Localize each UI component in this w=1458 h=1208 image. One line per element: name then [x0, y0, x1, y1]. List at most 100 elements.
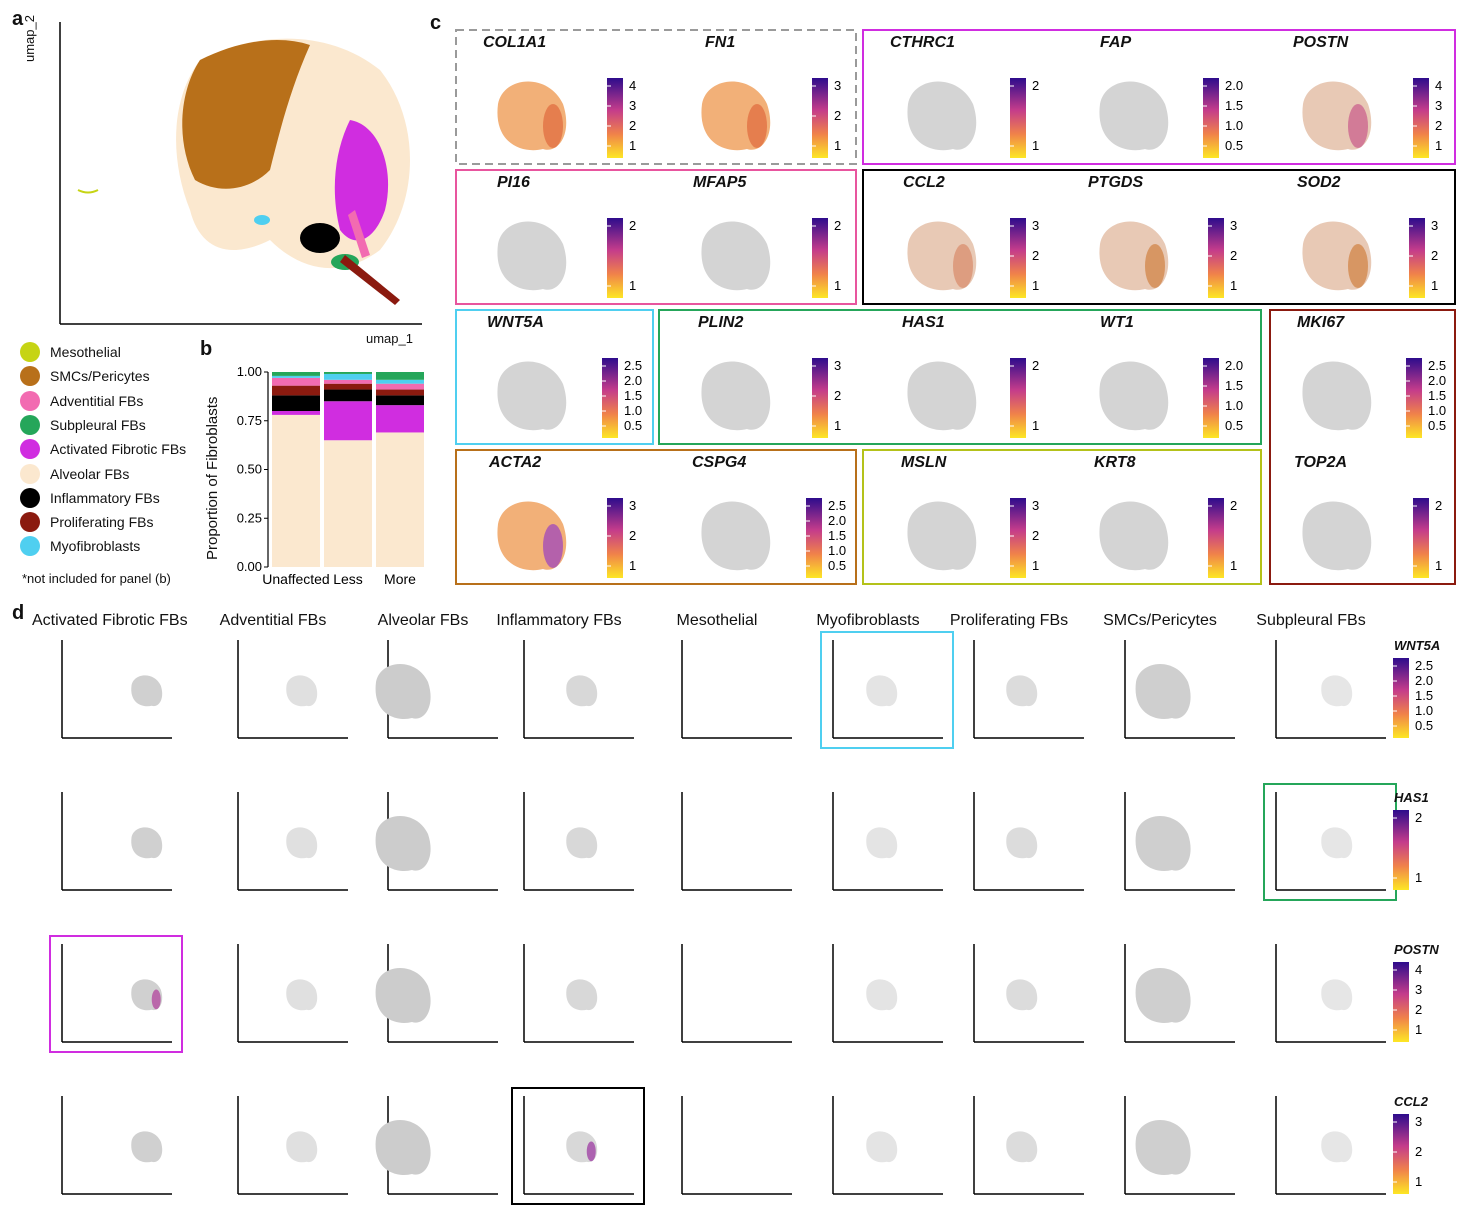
- gene-label: WNT5A: [487, 314, 544, 331]
- legend-label: Inflammatory FBs: [50, 489, 160, 506]
- colorbar-tick-label: 3: [629, 498, 636, 513]
- umap-cells: [1302, 361, 1372, 431]
- colorbar-tick-label: 0.5: [1428, 418, 1446, 433]
- umap-expression-hotspot: [953, 244, 973, 288]
- colorbar: [1203, 78, 1219, 158]
- gene-label: CTHRC1: [890, 34, 955, 51]
- colorbar-tick-label: 2: [1435, 118, 1442, 133]
- legend-item: Mesothelial: [20, 341, 121, 363]
- colorbar-tick-label: 0.5: [828, 558, 846, 573]
- column-title: Myofibroblasts: [816, 612, 920, 629]
- column-title: Mesothelial: [676, 612, 758, 629]
- colorbar-tick-label: 1: [629, 278, 636, 293]
- row-gene-label: CCL2: [1394, 1094, 1428, 1109]
- gene-label: WT1: [1100, 314, 1134, 331]
- bar-segment: [376, 389, 424, 396]
- colorbar-tick-label: 2.5: [1415, 658, 1433, 673]
- colorbar: [1413, 498, 1429, 578]
- colorbar-tick-label: 2.5: [1428, 358, 1446, 373]
- colorbar: [607, 78, 623, 158]
- legend-item: Myofibroblasts: [20, 535, 140, 557]
- umap-cells: [1302, 501, 1372, 571]
- umap-x-label: umap_1: [366, 331, 413, 346]
- colorbar-tick-label: 2: [1435, 498, 1442, 513]
- umap-cells: [1135, 815, 1191, 871]
- gene-label: FN1: [705, 34, 736, 51]
- bar-segment: [272, 395, 320, 411]
- colorbar-tick-label: 1.0: [1415, 703, 1433, 718]
- colorbar: [806, 498, 822, 578]
- umap-expression-hotspot: [543, 104, 563, 148]
- umap-cells: [131, 827, 163, 859]
- bar-segment: [272, 375, 320, 378]
- colorbar: [1393, 810, 1409, 890]
- umap-expression-hotspot: [543, 524, 563, 568]
- legend-item: Inflammatory FBs: [20, 487, 160, 509]
- colorbar-tick-label: 1.0: [1428, 403, 1446, 418]
- colorbar-tick-label: 2: [834, 108, 841, 123]
- colorbar-tick-label: 2: [834, 218, 841, 233]
- colorbar: [1010, 218, 1026, 298]
- umap-cells: [1135, 1119, 1191, 1175]
- umap-cells: [1099, 501, 1169, 571]
- colorbar-tick-label: 1: [1032, 278, 1039, 293]
- panel-label-d: d: [12, 602, 25, 624]
- colorbar-tick-label: 4: [1435, 78, 1442, 93]
- colorbar-tick-label: 2: [629, 118, 636, 133]
- colorbar-tick-label: 3: [834, 78, 841, 93]
- umap-cells: [286, 979, 318, 1011]
- colorbar-tick-label: 1.0: [1225, 398, 1243, 413]
- panel-label-c: c: [430, 12, 442, 34]
- legend-note: *not included for panel (b): [22, 571, 171, 586]
- colorbar-tick-label: 2.0: [1415, 673, 1433, 688]
- bar-y-tick-label: 1.00: [237, 364, 262, 379]
- colorbar-tick-label: 1: [629, 138, 636, 153]
- bar-y-tick-label: 0.50: [237, 462, 262, 477]
- colorbar-tick-label: 2: [629, 528, 636, 543]
- bar-segment: [272, 372, 320, 376]
- colorbar-tick-label: 2.0: [1428, 373, 1446, 388]
- row-gene-label: HAS1: [1394, 790, 1429, 805]
- gene-label: ACTA2: [489, 454, 542, 471]
- legend-swatch: [20, 342, 40, 362]
- colorbar-tick-label: 4: [1415, 962, 1422, 977]
- umap-cells: [131, 1131, 163, 1163]
- bar-segment: [272, 385, 320, 396]
- bar-segment: [324, 372, 372, 374]
- column-title: Subpleural FBs: [1256, 612, 1366, 629]
- colorbar-tick-label: 1: [1431, 278, 1438, 293]
- colorbar-tick-label: 1: [1032, 558, 1039, 573]
- umap-cells: [701, 501, 771, 571]
- colorbar: [812, 78, 828, 158]
- legend-label: Myofibroblasts: [50, 538, 141, 555]
- row-gene-label: POSTN: [1394, 942, 1439, 957]
- colorbar-tick-label: 1.0: [1225, 118, 1243, 133]
- colorbar: [812, 218, 828, 298]
- legend-item: Proliferating FBs: [20, 511, 153, 533]
- bar-segment: [324, 373, 372, 380]
- column-title: Inflammatory FBs: [496, 612, 622, 629]
- gene-label: POSTN: [1293, 34, 1349, 51]
- bar-segment: [272, 414, 320, 567]
- colorbar-tick-label: 1: [1435, 138, 1442, 153]
- colorbar-tick-label: 3: [1032, 498, 1039, 513]
- colorbar: [1409, 218, 1425, 298]
- colorbar-tick-label: 2.5: [624, 358, 642, 373]
- colorbar-tick-label: 2: [1032, 78, 1039, 93]
- panel-label-a: a: [12, 8, 24, 30]
- legend-swatch: [20, 414, 40, 435]
- umap-expression-hotspot: [1348, 244, 1368, 288]
- gene-group-box: [1269, 309, 1456, 585]
- bar-y-tick-label: 0.75: [237, 413, 262, 428]
- umap-cells: [907, 81, 977, 151]
- colorbar: [607, 218, 623, 298]
- colorbar-tick-label: 0.5: [1225, 418, 1243, 433]
- colorbar-tick-label: 1.0: [828, 543, 846, 558]
- column-title: Activated Fibrotic FBs: [32, 612, 188, 629]
- colorbar-tick-label: 1: [1415, 1174, 1422, 1189]
- umap-cells: [866, 827, 898, 859]
- colorbar-tick-label: 3: [1230, 218, 1237, 233]
- legend-swatch: [20, 390, 40, 411]
